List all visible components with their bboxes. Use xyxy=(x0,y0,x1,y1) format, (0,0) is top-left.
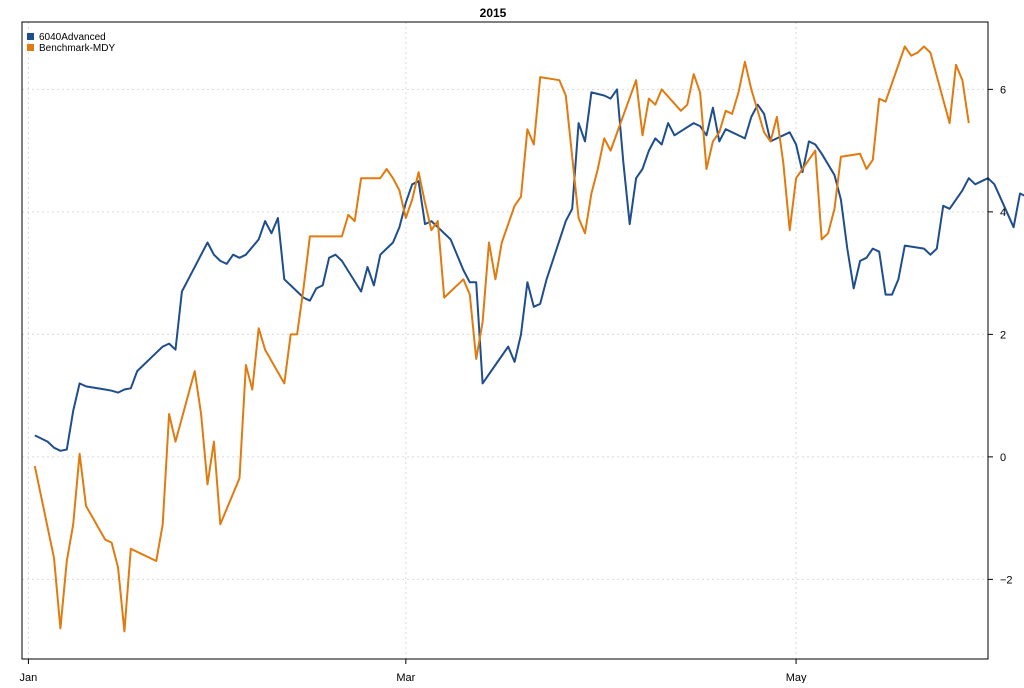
series-lines xyxy=(33,45,1024,633)
legend-label: 6040Advanced xyxy=(39,32,106,43)
axes: −2 0 2 4 6 Jan Mar May xyxy=(20,84,1013,684)
x-tick-label: Jan xyxy=(20,672,38,683)
x-tick-label: Mar xyxy=(396,672,415,683)
chart-title: 2015 xyxy=(480,6,507,20)
y-tick-label: −2 xyxy=(1000,574,1013,586)
legend-swatch xyxy=(27,33,34,40)
series-line-6040advanced xyxy=(34,88,1024,452)
y-tick-label: 2 xyxy=(1000,329,1006,341)
legend-label: Benchmark-MDY xyxy=(39,43,115,54)
plot-frame xyxy=(21,21,989,660)
series-line-benchmark-mdy xyxy=(33,45,970,633)
legend-swatch xyxy=(27,44,34,51)
gridlines xyxy=(22,22,988,659)
x-tick-label: May xyxy=(786,672,807,683)
y-tick-label: 6 xyxy=(1000,84,1006,96)
y-tick-label: 0 xyxy=(1000,452,1006,464)
y-tick-label: 4 xyxy=(1000,207,1006,219)
